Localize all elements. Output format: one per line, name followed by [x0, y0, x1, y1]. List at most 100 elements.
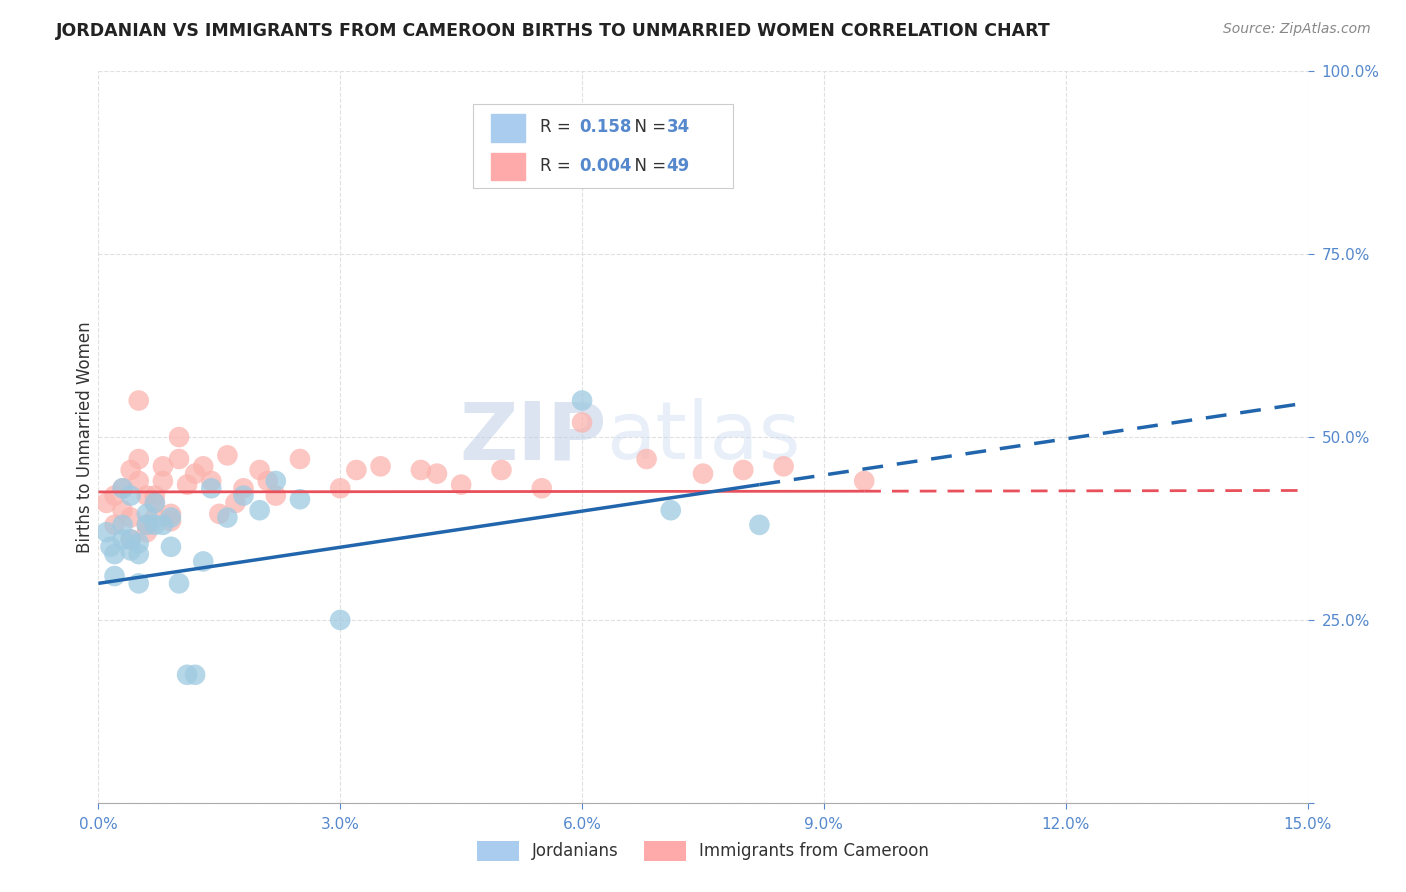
FancyBboxPatch shape	[492, 114, 526, 142]
Point	[152, 459, 174, 474]
Point	[853, 474, 876, 488]
Point	[224, 496, 246, 510]
Point	[120, 463, 142, 477]
Point	[288, 452, 311, 467]
Point	[128, 393, 150, 408]
Point	[176, 477, 198, 491]
Point	[530, 481, 553, 495]
Point	[264, 474, 287, 488]
Point	[692, 467, 714, 481]
Point	[329, 613, 352, 627]
Point	[748, 517, 770, 532]
Point	[135, 517, 157, 532]
Point	[217, 448, 239, 462]
Point	[176, 667, 198, 681]
Point	[370, 459, 392, 474]
Point	[232, 481, 254, 495]
Point	[143, 517, 166, 532]
Text: 34: 34	[666, 119, 690, 136]
Text: R =: R =	[540, 119, 576, 136]
Point	[329, 481, 352, 495]
Point	[128, 576, 150, 591]
Point	[96, 525, 118, 540]
Point	[450, 477, 472, 491]
Point	[120, 543, 142, 558]
Point	[232, 489, 254, 503]
Point	[167, 452, 190, 467]
Point	[103, 569, 125, 583]
Point	[571, 416, 593, 430]
Point	[344, 463, 367, 477]
Text: JORDANIAN VS IMMIGRANTS FROM CAMEROON BIRTHS TO UNMARRIED WOMEN CORRELATION CHAR: JORDANIAN VS IMMIGRANTS FROM CAMEROON BI…	[56, 22, 1052, 40]
Point	[160, 507, 183, 521]
Point	[103, 489, 125, 503]
Point	[111, 533, 134, 547]
Point	[96, 496, 118, 510]
Point	[135, 489, 157, 503]
Point	[111, 503, 134, 517]
Point	[135, 507, 157, 521]
Legend: Jordanians, Immigrants from Cameroon: Jordanians, Immigrants from Cameroon	[471, 834, 935, 868]
Point	[120, 510, 142, 524]
Point	[200, 474, 222, 488]
Point	[152, 474, 174, 488]
Point	[208, 507, 231, 521]
Point	[160, 510, 183, 524]
Point	[256, 474, 278, 488]
Point	[128, 547, 150, 561]
Point	[100, 540, 122, 554]
Point	[772, 459, 794, 474]
Point	[193, 459, 215, 474]
Point	[288, 492, 311, 507]
Point	[217, 510, 239, 524]
Point	[128, 536, 150, 550]
Text: N =: N =	[624, 119, 672, 136]
Point	[135, 525, 157, 540]
FancyBboxPatch shape	[474, 104, 734, 188]
Text: atlas: atlas	[606, 398, 800, 476]
Point	[128, 474, 150, 488]
Point	[143, 496, 166, 510]
Point	[103, 547, 125, 561]
Point	[409, 463, 432, 477]
Point	[249, 503, 271, 517]
Point	[152, 517, 174, 532]
Point	[120, 533, 142, 547]
Point	[636, 452, 658, 467]
Point	[143, 496, 166, 510]
Text: ZIP: ZIP	[458, 398, 606, 476]
Point	[193, 554, 215, 568]
Point	[571, 393, 593, 408]
Text: N =: N =	[624, 157, 672, 175]
Point	[160, 514, 183, 528]
Point	[111, 517, 134, 532]
Point	[184, 467, 207, 481]
Point	[120, 489, 142, 503]
Point	[143, 510, 166, 524]
Point	[111, 481, 134, 495]
Text: R =: R =	[540, 157, 576, 175]
Text: Source: ZipAtlas.com: Source: ZipAtlas.com	[1223, 22, 1371, 37]
Point	[426, 467, 449, 481]
Point	[135, 517, 157, 532]
Point	[160, 540, 183, 554]
Text: 0.158: 0.158	[579, 119, 633, 136]
Point	[143, 489, 166, 503]
Point	[184, 667, 207, 681]
Point	[733, 463, 755, 477]
Point	[200, 481, 222, 495]
Point	[659, 503, 682, 517]
Text: 49: 49	[666, 157, 690, 175]
Point	[167, 430, 190, 444]
Point	[491, 463, 513, 477]
Point	[167, 576, 190, 591]
Point	[249, 463, 271, 477]
Point	[264, 489, 287, 503]
Point	[111, 481, 134, 495]
Point	[128, 452, 150, 467]
FancyBboxPatch shape	[492, 153, 526, 180]
Y-axis label: Births to Unmarried Women: Births to Unmarried Women	[76, 321, 94, 553]
Point	[120, 533, 142, 547]
Text: 0.004: 0.004	[579, 157, 633, 175]
Point	[103, 517, 125, 532]
